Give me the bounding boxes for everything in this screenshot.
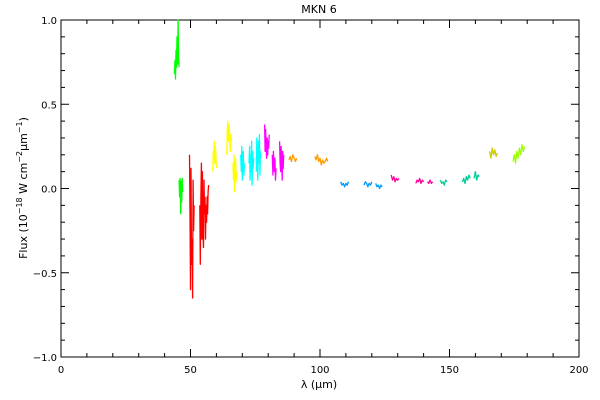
series-line bbox=[288, 154, 298, 163]
series-line bbox=[271, 150, 277, 181]
y-tick-label: 0.5 bbox=[41, 100, 57, 111]
series-line bbox=[278, 141, 285, 181]
y-axis-label-exponent: −2 bbox=[15, 151, 24, 163]
y-tick-label: −0.5 bbox=[33, 269, 57, 280]
y-tick-labels: −1.0 −0.5 0.0 0.5 1.0 bbox=[33, 16, 57, 364]
series-line bbox=[255, 133, 262, 181]
series-line bbox=[188, 154, 195, 299]
series-line bbox=[240, 145, 246, 181]
series-line bbox=[212, 140, 218, 172]
x-tick-label: 0 bbox=[58, 365, 64, 376]
series-line bbox=[248, 140, 255, 186]
chart-title: MKN 6 bbox=[301, 3, 336, 16]
series-line bbox=[488, 147, 499, 159]
series-line bbox=[178, 177, 184, 215]
series-line bbox=[199, 162, 206, 265]
series-line bbox=[375, 183, 383, 190]
y-axis-label-exponent: −18 bbox=[15, 197, 24, 214]
y-axis-label-part: μm bbox=[17, 133, 30, 151]
series-line bbox=[415, 177, 425, 185]
series-line bbox=[314, 154, 329, 166]
plot-frame bbox=[60, 19, 580, 358]
series-line bbox=[226, 120, 233, 155]
y-tick-label: −1.0 bbox=[33, 353, 57, 364]
x-axis-label: λ (μm) bbox=[301, 378, 337, 391]
axis-ticks bbox=[60, 19, 580, 358]
x-tick-label: 200 bbox=[569, 365, 588, 376]
data-series bbox=[173, 19, 526, 299]
series-line bbox=[204, 185, 210, 240]
x-tick-label: 50 bbox=[184, 365, 197, 376]
x-tick-labels: 0 50 100 150 200 bbox=[58, 365, 589, 376]
y-axis-label-part: Flux (10 bbox=[17, 214, 30, 259]
series-line bbox=[461, 174, 471, 185]
series-line bbox=[426, 179, 434, 185]
series-line bbox=[363, 181, 373, 188]
y-axis-label: Flux (10−18 W cm−2μm−1) bbox=[15, 117, 30, 259]
x-tick-label: 150 bbox=[440, 365, 459, 376]
series-line bbox=[439, 179, 448, 186]
series-line bbox=[473, 170, 480, 181]
series-line bbox=[173, 19, 180, 80]
y-tick-label: 0.0 bbox=[41, 185, 57, 196]
series-line bbox=[232, 154, 238, 193]
series-line bbox=[263, 124, 270, 159]
series-line bbox=[512, 144, 526, 164]
series-line bbox=[390, 174, 400, 183]
y-axis-label-part: ) bbox=[17, 117, 30, 121]
series-line bbox=[340, 181, 350, 188]
y-tick-label: 1.0 bbox=[41, 16, 57, 27]
y-axis-label-part: W cm bbox=[17, 163, 30, 198]
y-axis-label-exponent: −1 bbox=[15, 121, 24, 133]
x-tick-label: 100 bbox=[310, 365, 329, 376]
